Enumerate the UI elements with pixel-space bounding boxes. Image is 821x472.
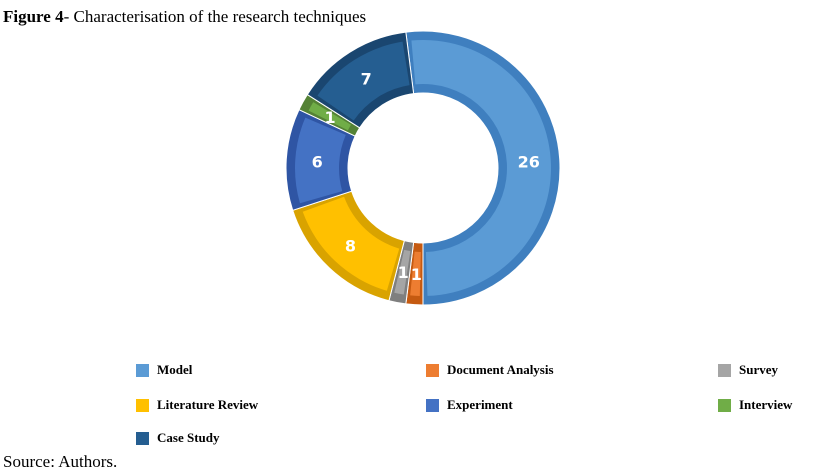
data-label-experiment: 6 [312, 152, 323, 171]
data-label-survey: 1 [398, 263, 409, 282]
source-note: Source: Authors. [3, 452, 118, 471]
slice-model [405, 30, 561, 306]
legend-swatch-case-study [136, 431, 149, 445]
slice-survey-face [394, 249, 411, 295]
legend-label-interview: Interview [739, 397, 793, 412]
data-label-document-analysis: 1 [411, 265, 422, 284]
legend-label-document-analysis: Document Analysis [447, 362, 554, 377]
slice-model-face [411, 39, 552, 296]
legend-item-experiment: Experiment [426, 397, 513, 413]
legend-item-document-analysis: Document Analysis [426, 362, 554, 378]
figure-number: Figure 4 [3, 7, 64, 26]
legend-item-interview: Interview [718, 397, 792, 413]
slice-experiment [285, 109, 356, 211]
figure-caption: Figure 4- Characterisation of the resear… [3, 7, 366, 27]
legend-item-case-study: Case Study [136, 430, 220, 446]
figure-title: - Characterisation of the research techn… [63, 7, 367, 26]
legend-item-survey: Survey [718, 362, 778, 378]
slice-document-analysis [405, 241, 424, 306]
legend-label-survey: Survey [739, 362, 778, 377]
legend-label-case-study: Case Study [157, 430, 220, 445]
legend-label-literature-review: Literature Review [157, 397, 259, 412]
legend-item-model: Model [136, 362, 192, 378]
data-label-interview: 1 [325, 108, 336, 127]
data-label-model: 26 [518, 152, 540, 171]
slice-experiment-face [295, 117, 346, 204]
legend-swatch-literature-review [136, 398, 149, 412]
slice-case-study-face [317, 41, 410, 121]
legend-label-experiment: Experiment [447, 397, 513, 412]
legend-swatch-document-analysis [426, 363, 439, 377]
data-label-literature-review: 8 [345, 236, 356, 255]
legend-swatch-experiment [426, 398, 439, 412]
legend-swatch-model [136, 363, 149, 377]
legend-label-model: Model [157, 362, 193, 377]
data-label-case-study: 7 [361, 70, 372, 89]
legend-swatch-survey [718, 363, 731, 377]
slice-case-study [306, 31, 415, 129]
slice-document-analysis-face [410, 251, 421, 296]
legend-item-literature-review: Literature Review [136, 397, 258, 413]
slice-literature-review-face [302, 196, 400, 291]
legend-swatch-interview [718, 398, 731, 412]
slice-interview-face [308, 102, 351, 131]
